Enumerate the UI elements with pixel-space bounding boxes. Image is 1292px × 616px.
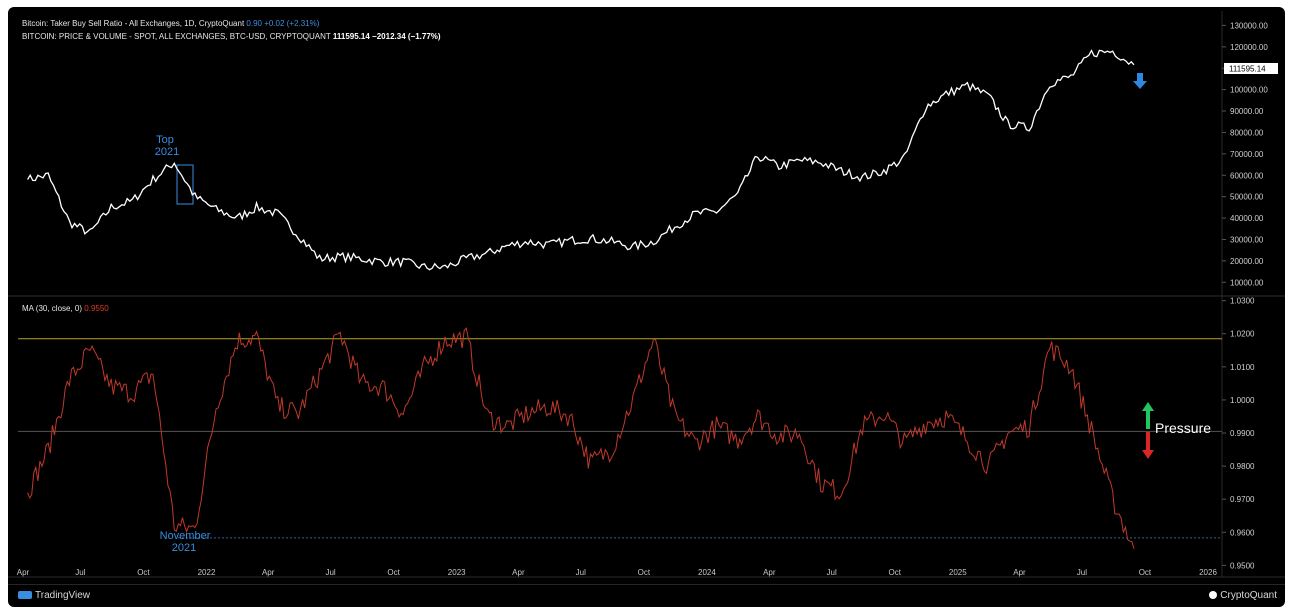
tradingview-logo-icon [18,591,32,599]
ma-title: MA (30, close, 0) [22,304,83,313]
time-x-axis-ticks: Apr Jul Oct 2022 Apr Jul Oct 2023 Apr Jul Oct 2024 A… [17,568,1218,577]
cryptoquant-brand[interactable]: CryptoQuant [1209,590,1277,601]
x-tick-label: Apr [262,568,275,577]
price-y-tick-label: 10000.00 [1230,278,1264,287]
current-price-tag-text: 111595.14 [1229,65,1266,74]
ma-y-tick-label: 1.0000 [1230,396,1255,405]
top-2021-highlight-box [176,164,194,205]
x-tick-label: 2024 [698,568,716,577]
price-y-tick-label: 70000.00 [1230,150,1264,159]
price-y-tick-label: 100000.00 [1230,86,1268,95]
price-y-tick-label: 90000.00 [1230,107,1264,116]
x-tick-label: 2025 [949,568,967,577]
x-tick-label: Jul [75,568,85,577]
x-tick-label: Apr [17,568,30,577]
pressure-up-arrow-icon [1142,402,1154,429]
ma-value: 0.9550 [84,304,109,313]
x-tick-label: Apr [512,568,525,577]
november-2021-label-line1: November [160,530,211,542]
top-2021-label-line2: 2021 [155,146,179,158]
x-tick-label: Oct [889,568,902,577]
price-y-tick-label: 40000.00 [1230,214,1264,223]
ma-y-tick-label: 0.9900 [1230,429,1255,438]
x-tick-label: 2026 [1199,568,1217,577]
price-values: 111595.14 −2012.34 (−1.77%) [332,32,441,41]
price-y-tick-label: 60000.00 [1230,171,1264,180]
down-arrow-icon [1133,73,1147,89]
tradingview-label: TradingView [35,590,91,601]
ma-series-line [27,327,1135,549]
x-tick-label: Jul [576,568,586,577]
x-tick-label: Oct [638,568,651,577]
chart-canvas: 130000.00120000.00110000.00100000.009000… [8,11,1285,578]
indicator-title: Bitcoin: Taker Buy Sell Ratio - All Exch… [22,19,245,28]
ma-y-axis-ticks: 1.0300 1.0200 1.0100 1.0000 0.9900 0.9800 0.97… [1222,297,1255,570]
x-tick-label: Oct [137,568,150,577]
ma-y-tick-label: 1.0300 [1230,297,1255,306]
x-tick-label: 2022 [198,568,216,577]
x-tick-label: Apr [763,568,776,577]
x-tick-label: 2023 [448,568,466,577]
ma-header: MA (30, close, 0) 0.9550 [22,304,109,314]
ma-y-tick-label: 1.0100 [1230,363,1255,372]
indicator-values: 0.90 +0.02 (+2.31%) [246,19,320,28]
price-y-tick-label: 50000.00 [1230,193,1264,202]
x-tick-label: Jul [325,568,335,577]
price-y-tick-label: 80000.00 [1230,128,1264,137]
x-tick-label: Jul [827,568,837,577]
tradingview-brand[interactable]: TradingView [18,590,90,601]
x-tick-label: Jul [1077,568,1087,577]
november-2021-label-line2: 2021 [172,542,196,554]
price-header: BITCOIN: PRICE & VOLUME - SPOT, ALL EXCH… [22,32,441,42]
ma-y-tick-label: 0.9800 [1230,462,1255,471]
pressure-down-arrow-icon [1142,432,1154,459]
x-tick-label: Apr [1013,568,1026,577]
price-title: BITCOIN: PRICE & VOLUME - SPOT, ALL EXCH… [22,32,331,41]
top-2021-label-line1: Top [156,134,174,146]
ma-y-tick-label: 1.0200 [1230,330,1255,339]
footer-bar: TradingView CryptoQuant [8,584,1285,607]
ma-y-tick-label: 0.9700 [1230,495,1255,504]
pressure-label: Pressure [1155,420,1211,436]
chart-window: 130000.00120000.00110000.00100000.009000… [8,7,1285,607]
price-y-tick-label: 30000.00 [1230,235,1264,244]
price-y-tick-label: 20000.00 [1230,257,1264,266]
current-price-tag: 111595.14 [1224,63,1278,74]
ma-y-tick-label: 0.9500 [1230,561,1255,570]
price-y-tick-label: 120000.00 [1230,43,1268,52]
price-series-line [27,49,1135,271]
price-y-axis-ticks: 130000.00120000.00110000.00100000.009000… [1222,21,1268,287]
ma-y-tick-label: 0.9600 [1230,528,1255,537]
cryptoquant-logo-icon [1209,591,1218,599]
price-y-tick-label: 130000.00 [1230,21,1268,30]
x-tick-label: Oct [1139,568,1152,577]
cryptoquant-label: CryptoQuant [1220,590,1277,601]
x-tick-label: Oct [387,568,400,577]
indicator-header: Bitcoin: Taker Buy Sell Ratio - All Exch… [22,19,319,29]
